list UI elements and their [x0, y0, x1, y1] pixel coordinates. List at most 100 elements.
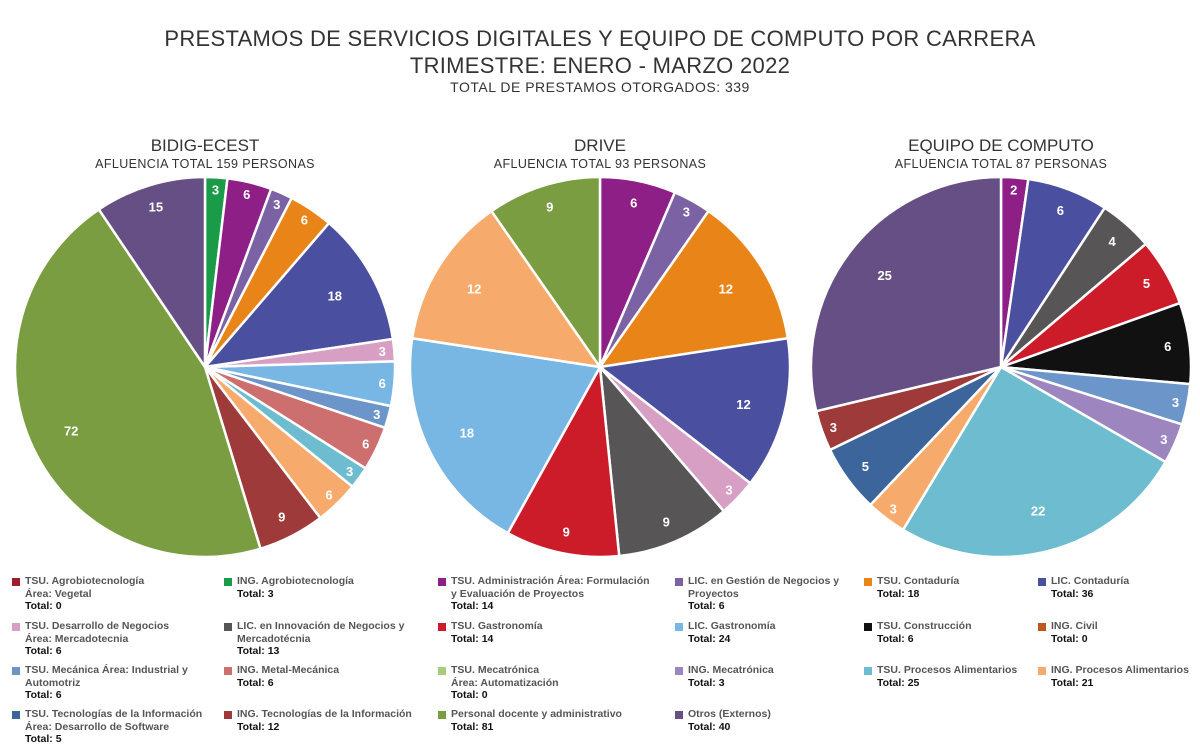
slice-value-label: 6: [243, 187, 250, 202]
legend-label: TSU. Desarrollo de Negocios Área: Mercad…: [25, 620, 170, 645]
slice-value-label: 3: [683, 204, 690, 219]
legend-total: Total: 3: [688, 676, 725, 689]
legend-swatch: [675, 667, 683, 675]
slice-value-label: 3: [1172, 395, 1179, 410]
legend-total: Total: 6: [25, 689, 62, 701]
legend-label: LIC. en Innovación de Negocios y Mercado…: [237, 620, 405, 645]
pie-slice: [490, 175, 602, 369]
pie-slice: [901, 365, 1167, 559]
slice-value-label: 6: [379, 376, 386, 391]
slice-value-label: 72: [64, 424, 78, 439]
legend-total: Total: 36: [1051, 587, 1094, 600]
slice-value-label: 3: [212, 182, 219, 197]
legend-total: Total: 14: [451, 600, 494, 612]
slice-value-label: 9: [546, 200, 553, 215]
legend-label: TSU. Mecatrónica Área: Automatización: [451, 664, 559, 689]
slice-value-label: 25: [877, 268, 891, 283]
legend-swatch: [438, 578, 446, 586]
chart-subtitle: TOTAL DE PRESTAMOS OTORGADOS: 339: [450, 79, 750, 95]
slice-value-label: 12: [736, 397, 750, 412]
slice-value-label: 9: [663, 514, 670, 529]
slice-value-label: 3: [890, 502, 897, 517]
pie-slice: [97, 175, 207, 369]
legend-swatch: [1038, 578, 1046, 586]
slice-value-label: 3: [379, 344, 386, 359]
pie-chart-3: EQUIPO DE COMPUTO AFLUENCIA TOTAL 87 PERS…: [809, 136, 1193, 559]
legend-total: Total: 6: [237, 676, 274, 689]
legend-total: Total: 3: [237, 587, 274, 600]
slice-value-label: 3: [725, 483, 732, 498]
slice-value-label: 3: [830, 420, 837, 435]
legend-label: TSU. Contaduría: [877, 575, 960, 587]
slice-value-label: 9: [563, 525, 570, 540]
legend-total: Total: 5: [25, 733, 62, 745]
chart-title: PRESTAMOS DE SERVICIOS DIGITALES Y EQUIP…: [164, 26, 1036, 51]
legend-swatch: [224, 578, 232, 586]
legend-swatch: [864, 578, 872, 586]
pie-chart-2: DRIVE AFLUENCIA TOTAL 93 PERSONAS 6 3 12 12 3 9…: [408, 136, 792, 559]
legend-total: Total: 18: [877, 587, 920, 600]
legend-label: ING. Tecnologías de la Información: [237, 708, 412, 720]
chart-period: TRIMESTRE: ENERO - MARZO 2022: [409, 53, 791, 78]
legend-total: Total: 6: [25, 645, 62, 657]
slice-value-label: 15: [149, 199, 163, 214]
legend-swatch: [864, 667, 872, 675]
legend-total: Total: 24: [688, 632, 731, 645]
slice-value-label: 9: [278, 510, 285, 525]
legend-swatch: [12, 578, 20, 586]
legend-swatch: [675, 623, 683, 631]
legend-total: Total: 12: [237, 720, 280, 733]
legend-total: Total: 0: [25, 600, 62, 612]
slice-value-label: 18: [460, 425, 474, 440]
legend-total: Total: 13: [237, 645, 280, 657]
legend-swatch: [1038, 623, 1046, 631]
slice-value-label: 5: [1143, 276, 1150, 291]
slice-value-label: 6: [301, 212, 308, 227]
legend-total: Total: 21: [1051, 676, 1094, 689]
legend-label: TSU. Construcción: [877, 620, 972, 632]
slice-value-label: 12: [719, 282, 733, 297]
slice-value-label: 3: [1160, 432, 1167, 447]
legend-label: LIC. en Gestión de Negocios y Proyectos: [688, 575, 840, 600]
slice-value-label: 3: [373, 407, 380, 422]
pie-title: DRIVE: [574, 136, 626, 155]
legend-total: Total: 6: [688, 600, 725, 612]
legend-swatch: [675, 578, 683, 586]
pie-slice: [598, 336, 792, 485]
legend-label: TSU. Procesos Alimentarios: [877, 664, 1018, 676]
slice-value-label: 3: [273, 197, 280, 212]
legend-label: TSU. Tecnologías de la Información Área:…: [25, 708, 203, 733]
legend-swatch: [224, 711, 232, 719]
slice-value-label: 3: [346, 464, 353, 479]
pie-title: EQUIPO DE COMPUTO: [908, 136, 1094, 155]
legend-total: Total: 6: [877, 632, 914, 645]
legend-swatch: [224, 667, 232, 675]
legend-total: Total: 0: [1051, 632, 1088, 645]
legend-label: TSU. Agrobiotecnología Área: Vegetal: [25, 575, 145, 600]
legend-total: Total: 14: [451, 632, 494, 645]
legend-label: ING. Procesos Alimentarios: [1051, 664, 1189, 676]
pie-subtitle: AFLUENCIA TOTAL 87 PERSONAS: [895, 157, 1108, 171]
legend-label: LIC. Gastronomía: [688, 620, 776, 632]
pie-slice: [408, 336, 602, 535]
slice-value-label: 6: [325, 488, 332, 503]
legend-swatch: [438, 623, 446, 631]
legend-label: ING. Metal-Mecánica: [237, 664, 340, 676]
legend-label: ING. Mecatrónica: [688, 664, 774, 676]
legend-total: Total: 0: [451, 689, 488, 701]
pie-slice: [598, 209, 790, 369]
legend-swatch: [438, 711, 446, 719]
slice-value-label: 18: [328, 289, 342, 304]
legend-label: Personal docente y administrativo: [451, 708, 622, 720]
legend-swatch: [224, 623, 232, 631]
legend-label: LIC. Contaduría: [1051, 575, 1130, 587]
legend-label: ING. Agrobiotecnología: [237, 575, 354, 587]
slice-value-label: 6: [1164, 339, 1171, 354]
pie-slice: [410, 209, 602, 369]
legend-swatch: [1038, 667, 1046, 675]
legend-swatch: [12, 667, 20, 675]
pie-slice: [203, 221, 395, 369]
legend-swatch: [864, 623, 872, 631]
slice-value-label: 5: [862, 459, 869, 474]
